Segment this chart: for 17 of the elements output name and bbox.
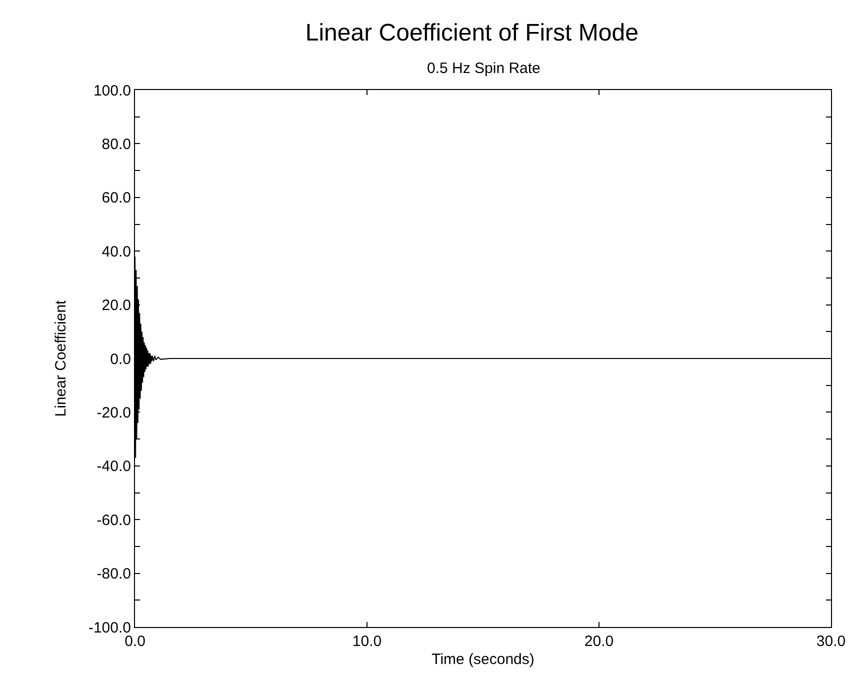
y-tick-label: 40.0 xyxy=(102,243,131,260)
chart-title: Linear Coefficient of First Mode xyxy=(305,20,638,47)
x-axis-title: Time (seconds) xyxy=(432,651,534,668)
y-tick-label: -80.0 xyxy=(96,566,131,583)
y-tick-label: -20.0 xyxy=(96,404,131,422)
y-tick-label: 80.0 xyxy=(102,136,131,153)
y-tick-label: 60.0 xyxy=(102,190,131,207)
y-tick-label: 20.0 xyxy=(102,297,131,314)
y-axis-title: Linear Coefficient xyxy=(52,299,70,417)
y-tick-label: 0.0 xyxy=(110,350,131,368)
y-tick-label: -60.0 xyxy=(96,512,131,529)
y-tick-label: -40.0 xyxy=(96,458,131,476)
y-tick-label: 100.0 xyxy=(93,82,131,100)
chart-subtitle: 0.5 Hz Spin Rate xyxy=(427,60,540,77)
x-tick-label: 30.0 xyxy=(816,633,846,650)
x-tick-label: 10.0 xyxy=(352,633,382,650)
x-tick-label: 20.0 xyxy=(584,633,614,650)
